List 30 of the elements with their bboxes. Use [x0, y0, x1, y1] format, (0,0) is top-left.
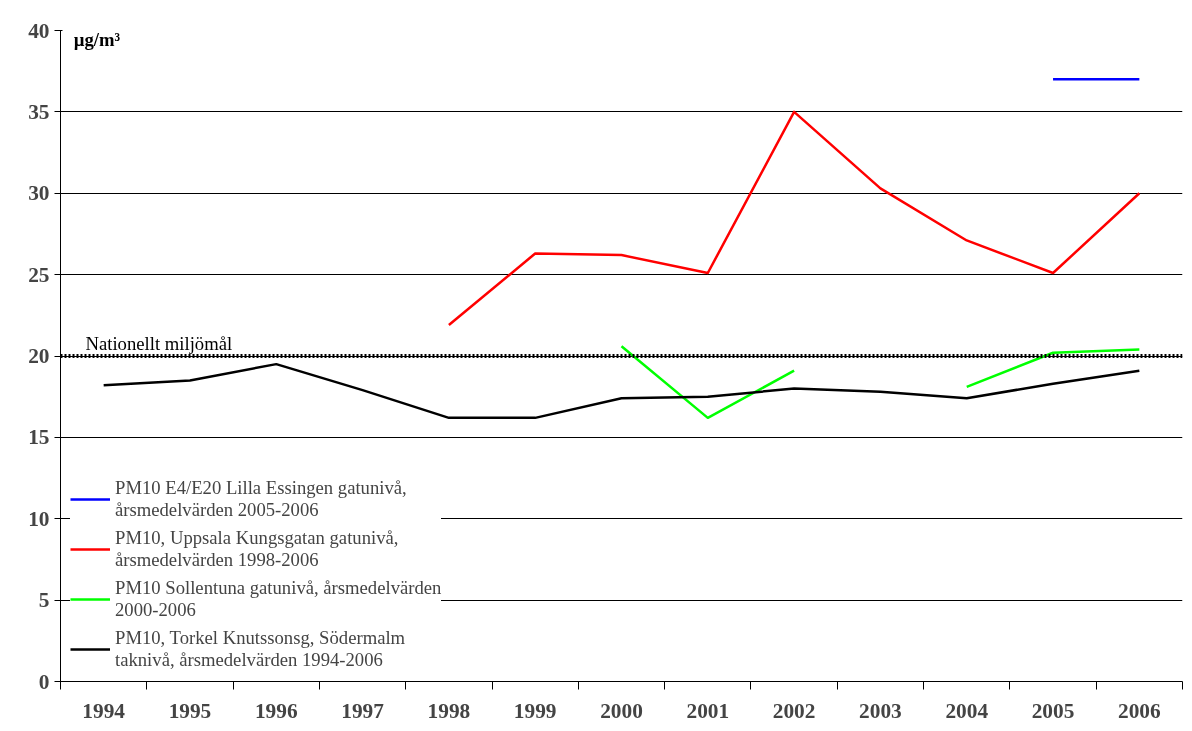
x-tick-label: 2003 — [859, 698, 902, 723]
ref-line-label: Nationellt miljömål — [85, 333, 233, 354]
y-axis-title: µg/m³ — [73, 28, 121, 50]
y-tick-label: 35 — [28, 99, 50, 124]
y-tick-label: 10 — [28, 506, 50, 531]
x-tick-label: 1996 — [254, 698, 298, 723]
x-tick-label: 1994 — [82, 698, 126, 723]
legend-label: PM10 E4/E20 Lilla Essingen gatunivå, årsmedelvärden 2005-2006 — [115, 477, 407, 521]
y-tick-label: 30 — [28, 181, 50, 206]
x-tick-label: 2006 — [1118, 698, 1162, 723]
y-tick-label: 40 — [28, 18, 50, 43]
x-tick-label: 1999 — [513, 698, 557, 723]
legend-label: PM10, Torkel Knutssonsg, Södermalm taknivå, årsmedelvärden 1994-2006 — [115, 627, 406, 671]
x-tick-label: 1995 — [168, 698, 212, 723]
x-tick-label: 2000 — [600, 698, 643, 723]
x-tick-label: 1998 — [427, 698, 471, 723]
y-tick-label: 5 — [38, 588, 50, 613]
legend-label: PM10 Sollentuna gatunivå, årsmedelvärden 2000-2006 — [115, 577, 442, 621]
x-tick-label: 1997 — [341, 698, 385, 723]
y-tick-label: 0 — [38, 669, 50, 694]
line-series — [447, 110, 1141, 327]
line-series — [102, 362, 1141, 420]
x-tick-label: 2002 — [772, 698, 816, 723]
y-tick-label: 20 — [28, 344, 50, 368]
x-tick-label: 2001 — [686, 698, 730, 723]
x-tick-label: 2004 — [945, 698, 989, 723]
x-tick-label: 2005 — [1031, 698, 1075, 723]
y-tick-label: 25 — [28, 262, 50, 287]
y-tick-label: 15 — [28, 425, 50, 450]
legend-label: PM10, Uppsala Kungsgatan gatunivå, årsmedelvärden 1998-2006 — [115, 527, 399, 571]
